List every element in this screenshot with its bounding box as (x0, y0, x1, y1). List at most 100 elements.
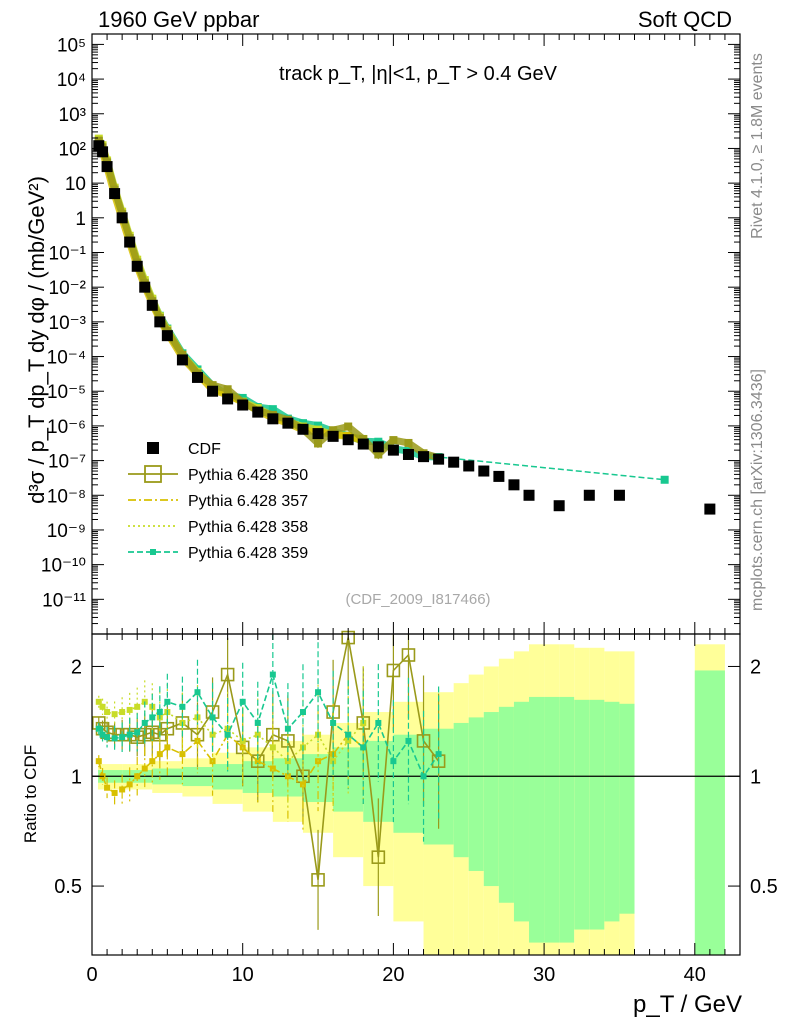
ratio-point (111, 735, 118, 742)
ratio-point (111, 711, 118, 718)
data-point (704, 503, 716, 515)
ratio-tick-label-right: 2 (750, 656, 761, 678)
plot-title: track p_T, |η|<1, p_T > 0.4 GeV (279, 63, 558, 85)
legend-marker (150, 549, 156, 555)
ratio-point (254, 731, 261, 738)
ratio-point (254, 719, 261, 726)
ratio-frame (91, 633, 741, 956)
ratio-point (375, 719, 382, 726)
data-point (282, 417, 294, 429)
data-point (312, 428, 324, 440)
ratio-point (239, 737, 246, 744)
x-axis-label: p_T / GeV (633, 991, 742, 1018)
ratio-point (386, 663, 401, 678)
ratio-point (95, 725, 102, 732)
ratio-point (330, 719, 337, 726)
x-tick-label: 20 (382, 964, 404, 986)
data-point (508, 479, 520, 491)
data-point (207, 385, 219, 397)
ratio-point (371, 850, 386, 864)
band-inner (589, 699, 605, 930)
y-tick-label: 10⁻⁸ (47, 486, 86, 507)
data-point (357, 438, 369, 450)
mc-point (329, 426, 338, 435)
ratio-point (119, 709, 126, 716)
mc-point (208, 381, 217, 390)
data-point (372, 441, 384, 453)
y-tick-label: 10⁻⁴ (47, 348, 86, 369)
y-tick-label: 10⁻² (49, 278, 87, 299)
data-point (553, 500, 565, 512)
data-point (191, 371, 203, 383)
side-label-bottom: mcplots.cern.ch [arXiv:1306.3436] (749, 369, 766, 611)
data-point (146, 299, 158, 311)
ratio-point (104, 709, 111, 716)
ratio-point (104, 734, 111, 741)
mc-point (344, 422, 353, 431)
x-tick-label: 30 (533, 964, 555, 986)
ratio-point (311, 873, 325, 887)
data-point (154, 316, 166, 328)
ratio-point (134, 773, 141, 780)
mc-point (268, 405, 277, 414)
ratio-point (126, 706, 133, 713)
ratio-point (95, 758, 102, 765)
y-tick-label: 10⁻³ (49, 313, 87, 334)
mc-point (223, 385, 232, 394)
legend-label: Pythia 6.428 350 (188, 467, 308, 484)
data-point (116, 212, 128, 224)
ratio-point (179, 703, 186, 710)
ratio-y-label: Ratio to CDF (21, 745, 40, 843)
y-tick-label: 10⁻¹ (49, 243, 87, 264)
data-point (463, 460, 475, 472)
ratio-point (111, 789, 118, 796)
ratio-point (134, 703, 141, 710)
data-point (222, 393, 234, 405)
band-inner (393, 734, 424, 833)
ratio-point (269, 671, 276, 678)
band-inner (604, 701, 620, 922)
mc-point (389, 436, 398, 445)
ratio-point (194, 689, 201, 696)
band-inner (694, 670, 725, 955)
data-point (97, 146, 109, 158)
data-point (267, 413, 279, 425)
ratio-point (164, 744, 171, 751)
ratio-point (239, 698, 246, 705)
legend-label: Pythia 6.428 357 (188, 493, 308, 510)
y-tick-label: 1 (75, 209, 86, 230)
header-right: Soft QCD (638, 7, 732, 32)
data-point (161, 330, 173, 342)
data-point (448, 456, 460, 468)
ratio-point (141, 719, 148, 726)
mc-point (314, 439, 323, 448)
band-inner (453, 722, 469, 858)
watermark: (CDF_2009_I817466) (345, 591, 490, 608)
data-point (402, 448, 414, 460)
side-label-top: Rivet 4.1.0, ≥ 1.8M events (749, 53, 766, 239)
ratio-point (179, 751, 186, 758)
data-point (478, 465, 490, 477)
ratio-point (156, 751, 163, 758)
y-axis-label: d³σ / p_T dp_T dy dφ / (mb/GeV²) (24, 176, 49, 504)
ratio-point (164, 698, 171, 705)
ratio-point (99, 703, 106, 710)
data-point (297, 423, 309, 435)
ratio-tick-label: 1 (71, 766, 82, 788)
ratio-point (284, 758, 291, 765)
y-tick-label: 10² (59, 139, 86, 160)
data-point (342, 434, 354, 446)
band-inner (574, 699, 590, 930)
ratio-point (95, 698, 102, 705)
ratio-point (284, 725, 291, 732)
data-point (387, 444, 399, 456)
ratio-point (220, 667, 235, 682)
band-inner (529, 696, 545, 943)
band-inner (513, 701, 530, 922)
band-inner (544, 696, 560, 943)
ratio-point (119, 734, 126, 741)
legend-label: CDF (188, 441, 221, 458)
ratio-point (315, 689, 322, 696)
mc-point (660, 475, 669, 484)
